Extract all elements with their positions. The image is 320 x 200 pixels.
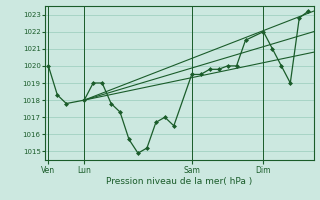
- X-axis label: Pression niveau de la mer( hPa ): Pression niveau de la mer( hPa ): [106, 177, 252, 186]
